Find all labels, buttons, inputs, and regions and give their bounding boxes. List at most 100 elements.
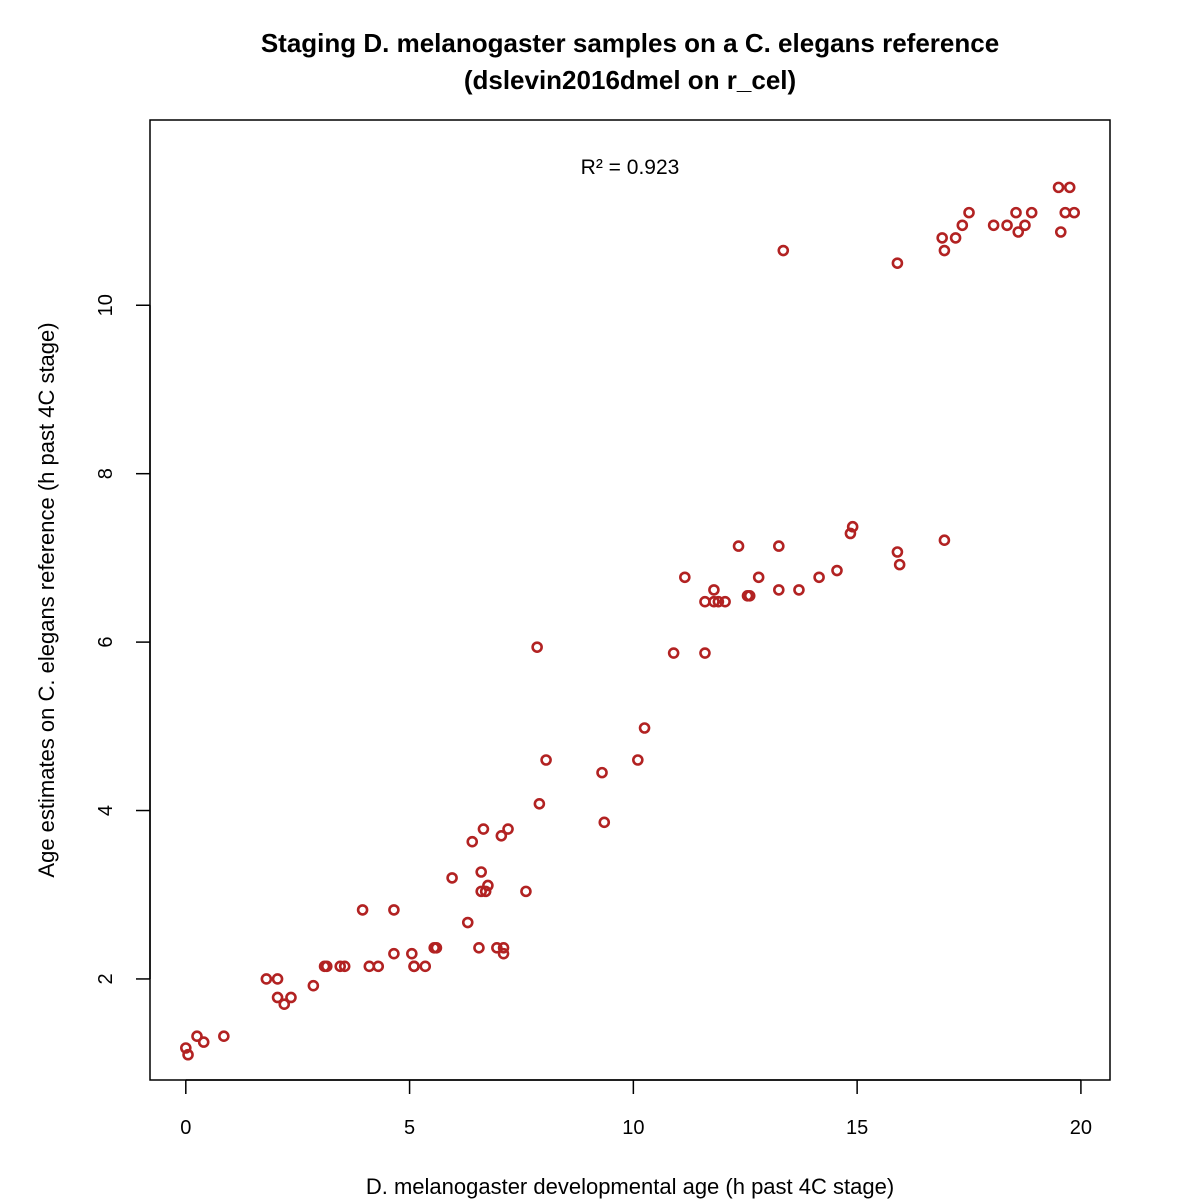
y-tick-label: 2 bbox=[95, 973, 117, 984]
data-point bbox=[307, 979, 320, 992]
data-point bbox=[218, 1030, 230, 1043]
data-point bbox=[406, 947, 418, 960]
data-point bbox=[338, 960, 351, 973]
data-point bbox=[491, 941, 503, 954]
y-axis-label: Age estimates on C. elegans reference (h… bbox=[34, 322, 59, 877]
x-tick-label: 0 bbox=[180, 1117, 191, 1139]
data-point bbox=[987, 219, 1000, 232]
data-point bbox=[1010, 206, 1022, 219]
data-point bbox=[388, 904, 400, 916]
data-point bbox=[712, 595, 725, 608]
data-point bbox=[408, 960, 420, 973]
data-point bbox=[533, 797, 546, 810]
chart-title: Staging D. melanogaster samples on a C. … bbox=[261, 28, 999, 58]
data-point bbox=[497, 947, 510, 960]
data-point bbox=[475, 885, 487, 898]
data-point bbox=[531, 641, 543, 653]
data-point bbox=[956, 219, 969, 232]
data-point bbox=[743, 589, 756, 602]
data-point bbox=[182, 1048, 194, 1061]
x-tick-label: 15 bbox=[846, 1117, 868, 1139]
data-point bbox=[372, 960, 385, 973]
y-axis: 2 4 6 8 10 bbox=[95, 294, 151, 985]
data-point bbox=[773, 584, 785, 596]
data-point bbox=[271, 991, 284, 1004]
data-point bbox=[502, 823, 514, 835]
data-point bbox=[1025, 206, 1038, 219]
x-tick-label: 20 bbox=[1070, 1117, 1092, 1139]
data-point bbox=[708, 595, 720, 608]
data-point bbox=[708, 584, 720, 596]
data-point bbox=[495, 829, 508, 842]
data-point bbox=[777, 244, 790, 257]
data-point bbox=[363, 960, 376, 973]
data-point bbox=[846, 520, 859, 533]
data-point bbox=[699, 595, 711, 608]
data-points bbox=[180, 181, 1080, 1061]
data-point bbox=[632, 754, 644, 766]
y-tick-label: 8 bbox=[95, 468, 117, 479]
data-point bbox=[949, 232, 962, 244]
data-point bbox=[320, 960, 333, 973]
data-point bbox=[938, 534, 951, 547]
data-point bbox=[831, 564, 843, 577]
data-point bbox=[938, 244, 951, 257]
data-point bbox=[1052, 181, 1065, 194]
data-point bbox=[891, 257, 904, 269]
x-axis-label: D. melanogaster developmental age (h pas… bbox=[366, 1174, 894, 1199]
data-point bbox=[1059, 206, 1072, 219]
data-point bbox=[540, 754, 552, 766]
data-point bbox=[477, 823, 490, 835]
data-point bbox=[180, 1042, 192, 1054]
data-point bbox=[893, 558, 906, 571]
data-point bbox=[1001, 219, 1013, 232]
data-point bbox=[936, 232, 948, 244]
data-point bbox=[638, 722, 651, 734]
data-point bbox=[844, 527, 857, 540]
data-point bbox=[520, 885, 532, 898]
x-tick-label: 10 bbox=[622, 1117, 644, 1139]
data-point bbox=[1012, 226, 1025, 238]
x-tick-label: 5 bbox=[404, 1117, 415, 1139]
data-point bbox=[813, 571, 825, 584]
chart-subtitle: (dslevin2016dmel on r_cel) bbox=[464, 65, 796, 95]
data-point bbox=[1019, 219, 1031, 232]
data-point bbox=[773, 540, 785, 552]
data-point bbox=[1068, 206, 1080, 219]
data-point bbox=[719, 595, 731, 608]
data-point bbox=[667, 647, 680, 659]
data-point bbox=[388, 947, 400, 960]
data-point bbox=[1063, 181, 1076, 194]
data-point bbox=[1054, 226, 1067, 238]
data-point bbox=[334, 960, 347, 973]
r-squared-annotation: R² = 0.923 bbox=[581, 156, 680, 179]
data-point bbox=[285, 991, 297, 1004]
y-tick-label: 4 bbox=[95, 805, 117, 816]
data-point bbox=[278, 998, 291, 1011]
data-point bbox=[679, 571, 691, 584]
data-point bbox=[598, 816, 611, 829]
data-point bbox=[963, 206, 975, 219]
x-axis: 0 5 10 15 20 bbox=[180, 1079, 1092, 1139]
plot-frame bbox=[149, 119, 1111, 1081]
data-point bbox=[461, 916, 474, 929]
data-point bbox=[699, 647, 711, 659]
data-point bbox=[430, 941, 443, 954]
data-point bbox=[466, 835, 479, 848]
data-point bbox=[271, 973, 284, 985]
data-point bbox=[260, 973, 273, 985]
data-point bbox=[596, 766, 608, 779]
data-point bbox=[482, 879, 494, 892]
data-point bbox=[356, 904, 369, 916]
data-point bbox=[446, 872, 458, 884]
data-point bbox=[479, 885, 492, 898]
data-point bbox=[419, 960, 432, 973]
data-point bbox=[197, 1036, 210, 1048]
data-point bbox=[473, 941, 485, 954]
data-point bbox=[732, 540, 745, 552]
y-tick-label: 10 bbox=[95, 294, 117, 316]
data-point bbox=[793, 584, 805, 596]
data-point bbox=[191, 1030, 203, 1043]
data-point bbox=[475, 866, 487, 878]
